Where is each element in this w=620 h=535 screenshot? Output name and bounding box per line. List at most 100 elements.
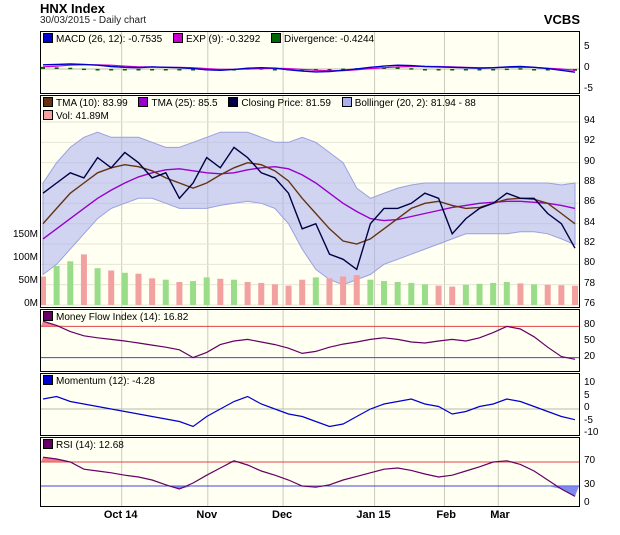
divergence-bar — [327, 69, 332, 71]
legend-swatch — [43, 33, 53, 43]
legend-rsi: RSI (14): 12.68 — [43, 439, 124, 451]
legend-label: TMA (25): 85.5 — [151, 98, 218, 109]
volume-bar — [121, 272, 128, 305]
volume-y-tick: 150M — [12, 229, 38, 240]
price-y-tick: 88 — [584, 176, 596, 187]
volume-bar — [340, 276, 347, 305]
tma25-line — [42, 165, 576, 240]
legend-swatch — [43, 110, 53, 120]
legend-label: RSI (14): 12.68 — [56, 440, 124, 451]
rsi-plot — [41, 438, 579, 506]
volume-bar — [149, 278, 156, 305]
rsi-y-tick: 70 — [584, 455, 596, 466]
volume-bar — [503, 282, 510, 305]
volume-bar — [476, 283, 483, 305]
divergence-bar — [68, 67, 73, 70]
momentum-y-tick: 10 — [584, 377, 596, 388]
rsi-y-tick: 30 — [584, 479, 596, 490]
volume-bar — [230, 279, 237, 305]
price-y-tick: 78 — [584, 277, 596, 289]
divergence-bar — [532, 69, 537, 71]
divergence-bar — [518, 68, 523, 70]
momentum-y-tick: -5 — [584, 414, 593, 426]
volume-bar — [135, 273, 142, 305]
x-axis-label: Dec — [272, 509, 293, 521]
legend-label: Vol: 41.89M — [56, 111, 109, 122]
price-y-tick: 76 — [584, 298, 596, 309]
volume-bar — [408, 282, 415, 305]
legend-swatch — [138, 97, 149, 107]
price-panel: TMA (10): 83.99 TMA (25): 85.5 Closing P… — [40, 95, 580, 308]
macd-y-tick: 0 — [584, 62, 590, 73]
volume-bar — [544, 284, 551, 305]
divergence-bar — [163, 69, 168, 71]
divergence-bar — [409, 68, 414, 70]
mfi-legend: Money Flow Index (14): 16.82 — [43, 311, 196, 323]
price-y-tick: 82 — [584, 237, 596, 248]
divergence-bar — [491, 69, 496, 71]
divergence-bar — [395, 67, 400, 69]
volume-bar — [572, 285, 578, 305]
legend-tma25: TMA (25): 85.5 — [138, 97, 218, 110]
legend-label: Bollinger (20, 2): 81.94 - 88 — [354, 98, 476, 109]
volume-bar — [244, 282, 251, 305]
volume-bar — [271, 284, 278, 305]
volume-bar — [67, 261, 74, 305]
volume-bar — [531, 284, 538, 305]
bollinger-band — [42, 131, 576, 286]
rsi-legend: RSI (14): 12.68 — [43, 439, 132, 451]
volume-bar — [435, 285, 442, 305]
divergence-bar — [41, 66, 45, 69]
volume-bar — [326, 278, 333, 305]
rsi-y-tick: 0 — [584, 497, 590, 508]
price-y-tick: 84 — [584, 216, 596, 228]
x-axis-label: Nov — [196, 509, 218, 521]
chart-title: HNX Index — [40, 1, 106, 16]
legend-macd: MACD (26, 12): -0.7535 — [43, 33, 162, 45]
legend-momentum: Momentum (12): -4.28 — [43, 375, 155, 387]
legend-exp: EXP (9): -0.3292 — [172, 33, 260, 45]
legend-divergence: Divergence: -0.4244 — [271, 33, 374, 45]
divergence-bar — [81, 68, 86, 71]
x-axis-label: Feb — [436, 509, 456, 521]
momentum-line — [42, 395, 576, 428]
volume-y-tick: 50M — [18, 275, 38, 286]
divergence-bar — [150, 69, 155, 71]
divergence-bar — [504, 68, 509, 71]
legend-closing-price: Closing Price: 81.59 — [228, 97, 331, 110]
chart-subtitle: 30/03/2015 - Daily chart — [40, 15, 147, 26]
divergence-bar — [191, 69, 196, 71]
price-y-tick: 80 — [584, 257, 596, 269]
volume-bar — [190, 281, 197, 305]
divergence-bar — [136, 69, 141, 71]
x-axis-label: Mar — [490, 509, 510, 521]
divergence-bar — [272, 69, 277, 71]
volume-y-tick: 0M — [24, 298, 38, 309]
volume-bar — [203, 277, 210, 305]
volume-bar — [449, 286, 456, 305]
macd-legend: MACD (26, 12): -0.7535 EXP (9): -0.3292 … — [43, 33, 382, 45]
mfi-y-tick: 20 — [584, 350, 596, 362]
volume-bar — [53, 265, 60, 305]
price-y-tick: 94 — [584, 115, 596, 126]
macd-plot — [41, 32, 579, 93]
legend-swatch — [228, 97, 239, 107]
price-y-tick: 90 — [584, 155, 596, 167]
volume-bar — [94, 268, 101, 305]
legend-swatch — [341, 97, 352, 107]
legend-swatch — [43, 97, 53, 107]
volume-bar — [258, 282, 265, 305]
volume-bar — [517, 283, 524, 305]
legend-label: MACD (26, 12): -0.7535 — [56, 34, 163, 45]
mfi-panel: Money Flow Index (14): 16.82 — [40, 309, 580, 372]
divergence-bar — [95, 69, 100, 71]
volume-bar — [490, 282, 497, 305]
price-y-tick: 86 — [584, 196, 596, 208]
legend-label: Divergence: -0.4244 — [284, 34, 375, 45]
momentum-y-tick: 5 — [584, 389, 590, 401]
price-y-tick: 92 — [584, 135, 596, 147]
brand-label: VCBS — [543, 12, 580, 27]
legend-label: TMA (10): 83.99 — [56, 98, 128, 109]
legend-tma10: TMA (10): 83.99 — [43, 97, 128, 110]
volume-bar — [80, 254, 87, 305]
